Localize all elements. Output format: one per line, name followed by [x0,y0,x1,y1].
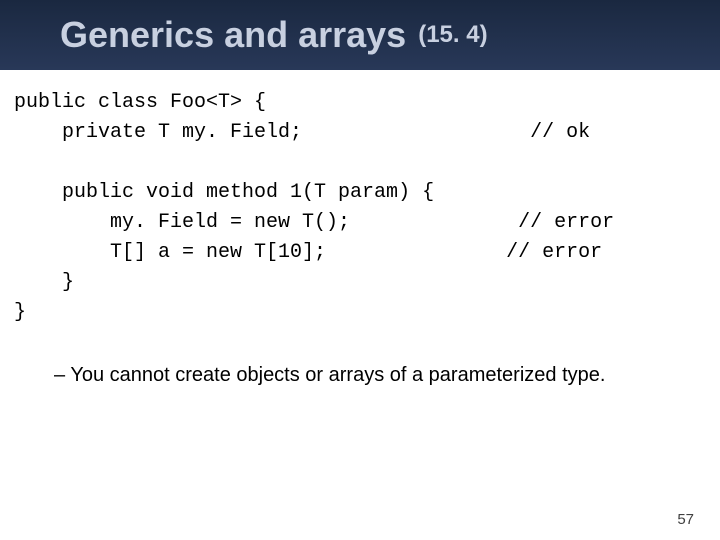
code-line-5: my. Field = new T(); // error [14,211,614,234]
slide-title-main: Generics and arrays [60,14,406,56]
code-line-4: public void method 1(T param) { [14,181,434,204]
code-line-6: T[] a = new T[10]; // error [14,241,602,264]
code-line-8: } [14,301,26,324]
code-block: public class Foo<T> { private T my. Fiel… [0,70,720,328]
slide-title-sub: (15. 4) [418,21,487,49]
title-bar: Generics and arrays (15. 4) [0,0,720,70]
code-line-1: public class Foo<T> { [14,91,266,114]
code-line-7: } [14,271,74,294]
code-line-2: private T my. Field; // ok [14,121,590,144]
bullet-text: – You cannot create objects or arrays of… [0,328,720,387]
page-number: 57 [677,511,694,528]
